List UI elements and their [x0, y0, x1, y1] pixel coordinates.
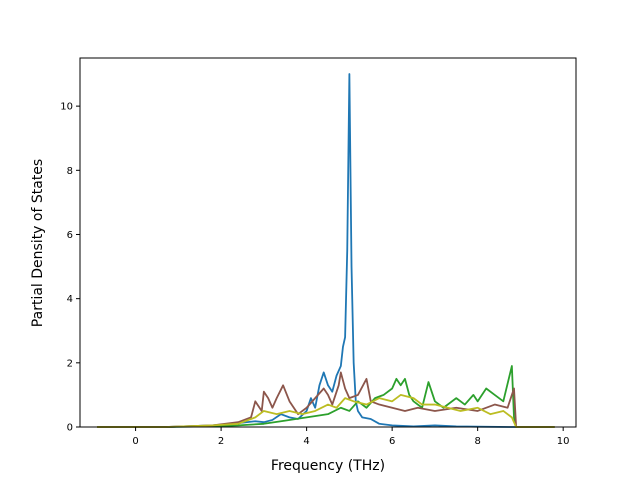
y-tick-label: 0	[67, 423, 73, 434]
y-tick-label: 10	[60, 102, 73, 113]
y-tick-label: 8	[67, 166, 73, 177]
y-tick-label: 2	[67, 358, 73, 369]
plot-background	[80, 58, 576, 427]
series-line-1	[97, 73, 555, 428]
x-axis-ticks: 0 2 4 6 8 10	[132, 427, 570, 447]
plot-frame	[79, 57, 577, 428]
series-layer	[97, 73, 555, 428]
x-axis-title: Frequency (THz)	[271, 458, 385, 474]
y-tick-label: 4	[67, 294, 73, 305]
x-tick-label: 2	[218, 436, 224, 447]
x-tick-label: 0	[132, 436, 138, 447]
x-tick-label: 6	[389, 436, 395, 447]
series-line-2	[97, 365, 555, 428]
y-tick-label: 6	[67, 230, 73, 241]
x-tick-label: 8	[474, 436, 480, 447]
x-tick-label: 4	[303, 436, 309, 447]
y-axis-ticks: 0 2 4 6 8 10	[60, 102, 80, 434]
series-line-4	[97, 394, 555, 428]
y-axis-title: Partial Density of States	[30, 159, 46, 327]
x-tick-label: 10	[557, 436, 570, 447]
